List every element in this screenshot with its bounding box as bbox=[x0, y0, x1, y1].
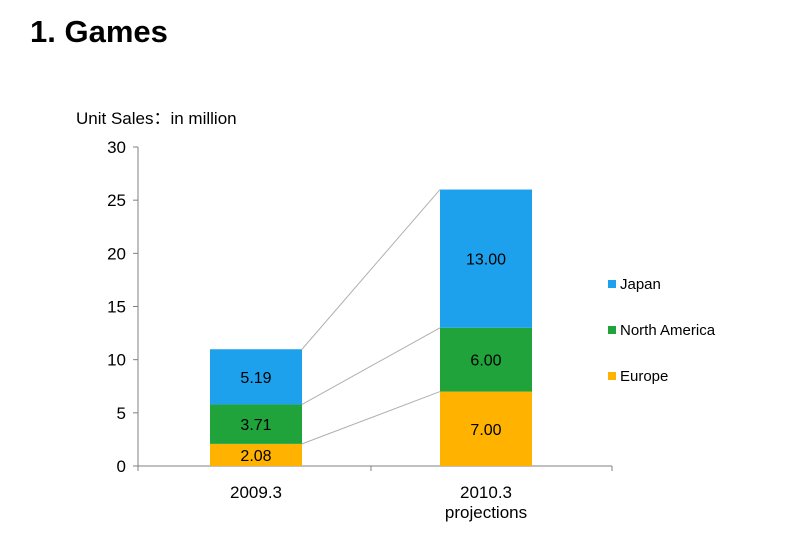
connector-line-2 bbox=[301, 327, 441, 405]
legend-label-north-america: North America bbox=[620, 322, 716, 339]
legend-swatch-japan bbox=[608, 280, 616, 288]
category-label-1-0: 2010.3 bbox=[460, 483, 512, 502]
category-label-0-0: 2009.3 bbox=[230, 483, 282, 502]
legend-label-japan: Japan bbox=[620, 276, 661, 293]
legend-swatch-europe bbox=[608, 372, 616, 380]
y-tick-label-25: 25 bbox=[107, 191, 126, 210]
y-tick-label-20: 20 bbox=[107, 244, 126, 263]
legend-label-europe: Europe bbox=[620, 368, 668, 385]
bar-north-america-1 bbox=[440, 327, 532, 392]
y-tick-label-15: 15 bbox=[107, 298, 126, 317]
value-label-north-america-0: 3.71 bbox=[240, 417, 271, 434]
connector-line-3 bbox=[301, 189, 441, 350]
category-label-1-1: projections bbox=[445, 503, 527, 522]
bar-europe-0 bbox=[210, 443, 302, 466]
value-label-japan-0: 5.19 bbox=[240, 370, 271, 387]
value-label-europe-1: 7.00 bbox=[470, 422, 501, 439]
connector-line-1 bbox=[301, 391, 441, 445]
bar-europe-1 bbox=[440, 391, 532, 466]
legend-swatch-north-america bbox=[608, 326, 616, 334]
y-tick-label-5: 5 bbox=[117, 404, 126, 423]
y-tick-label-10: 10 bbox=[107, 351, 126, 370]
bar-japan-0 bbox=[210, 349, 302, 405]
page-title: 1. Games bbox=[30, 14, 168, 49]
bar-north-america-0 bbox=[210, 404, 302, 444]
value-label-europe-0: 2.08 bbox=[240, 448, 271, 465]
value-label-north-america-1: 6.00 bbox=[470, 353, 501, 370]
bar-japan-1 bbox=[440, 189, 532, 328]
value-label-japan-1: 13.00 bbox=[466, 252, 506, 269]
y-tick-label-0: 0 bbox=[117, 457, 126, 476]
y-tick-label-30: 30 bbox=[107, 138, 126, 157]
y-axis-label: Unit Sales：in million bbox=[76, 109, 237, 128]
